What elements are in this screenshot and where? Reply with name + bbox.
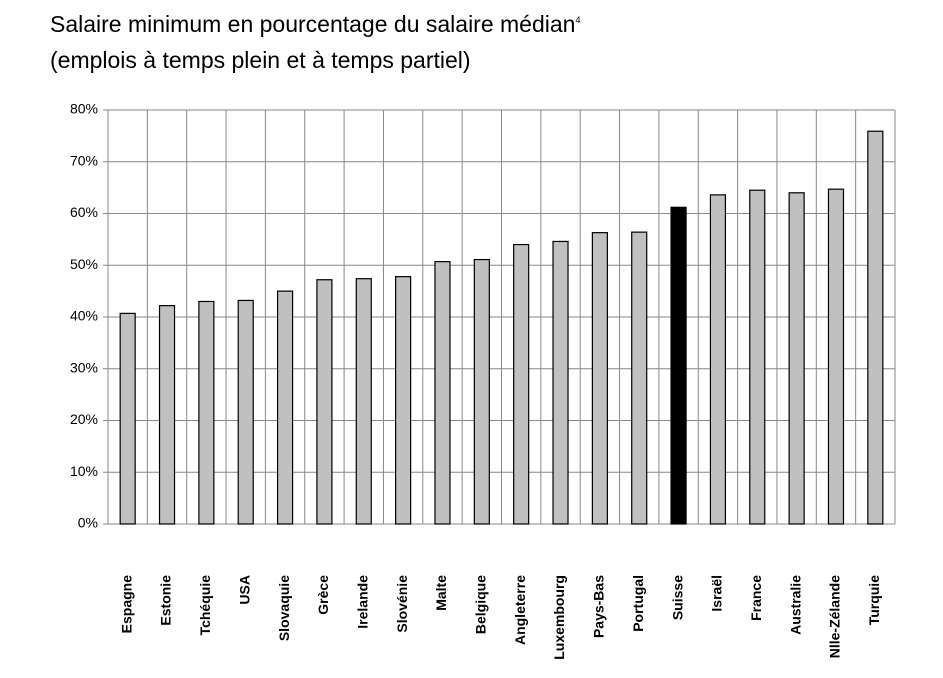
chart-subtitle: (emplois à temps plein et à temps partie…	[50, 47, 471, 73]
bar	[513, 243, 530, 525]
y-tick-label: 30%	[70, 359, 98, 375]
x-tick-label: Angleterre	[512, 575, 528, 645]
bar	[119, 312, 136, 525]
bar	[749, 189, 766, 525]
x-tick-label: Slovénie	[394, 575, 410, 633]
x-tick-label: Belgique	[473, 575, 489, 634]
x-tick-label: Israël	[709, 575, 725, 612]
x-tick-label: USA	[236, 575, 252, 605]
y-tick-label: 80%	[70, 101, 98, 117]
bar	[434, 261, 451, 525]
x-tick-label: Slovaquie	[276, 575, 292, 641]
y-tick-label: 20%	[70, 411, 98, 427]
chart-title: Salaire minimum en pourcentage du salair…	[50, 11, 580, 37]
x-tick-label: Grèce	[315, 575, 331, 615]
y-tick-label: 10%	[70, 463, 98, 479]
bar	[158, 305, 176, 525]
bar	[198, 300, 215, 525]
y-tick-label: 0%	[78, 515, 98, 531]
x-tick-label: Malte	[433, 575, 449, 611]
title-footnote: 4	[575, 15, 580, 25]
bar	[276, 290, 294, 525]
bar	[355, 278, 372, 525]
x-tick-label: Australie	[787, 575, 803, 635]
bar	[670, 206, 687, 525]
bar	[631, 231, 648, 525]
bar	[709, 194, 727, 525]
x-tick-label: France	[748, 575, 764, 621]
bar	[473, 258, 490, 525]
y-tick-label: 60%	[70, 204, 98, 220]
x-tick-label: Tchéquie	[197, 575, 213, 636]
bar	[395, 276, 412, 525]
x-tick-label: Espagne	[118, 575, 134, 634]
x-tick-label: Portugal	[630, 575, 646, 632]
x-tick-label: Turquie	[866, 575, 882, 626]
y-tick-label: 50%	[70, 256, 98, 272]
y-tick-label: 40%	[70, 308, 98, 324]
x-tick-label: Estonie	[158, 575, 174, 626]
x-tick-label: Irelande	[354, 575, 370, 629]
bar	[827, 188, 845, 525]
bar	[552, 240, 569, 525]
x-tick-label: Luxembourg	[551, 575, 567, 660]
bar	[867, 130, 884, 525]
bar	[788, 192, 805, 525]
bar	[591, 232, 608, 525]
y-tick-label: 70%	[70, 152, 98, 168]
x-tick-label: Nlle-Zélande	[827, 575, 843, 658]
x-tick-label: Suisse	[669, 575, 685, 620]
x-tick-label: Pays-Bas	[591, 575, 607, 638]
bar	[316, 279, 333, 525]
title-text: Salaire minimum en pourcentage du salair…	[50, 11, 575, 37]
bar	[237, 299, 254, 525]
